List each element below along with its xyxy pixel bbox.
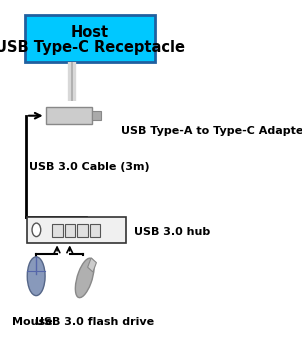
Text: USB 3.0 flash drive: USB 3.0 flash drive [35,318,154,327]
FancyBboxPatch shape [46,107,92,124]
FancyBboxPatch shape [52,224,63,237]
Text: USB 3.0 hub: USB 3.0 hub [134,227,210,237]
Text: USB 3.0 Cable (3m): USB 3.0 Cable (3m) [29,162,150,172]
Bar [88,258,96,272]
Text: USB Type-C Receptacle: USB Type-C Receptacle [0,40,185,55]
Ellipse shape [76,258,94,298]
Ellipse shape [27,257,45,295]
FancyBboxPatch shape [25,15,156,62]
FancyBboxPatch shape [92,111,101,120]
FancyBboxPatch shape [27,217,126,242]
Text: USB Type-A to Type-C Adapter: USB Type-A to Type-C Adapter [120,126,302,136]
Text: Mouse: Mouse [12,318,53,327]
FancyBboxPatch shape [90,224,100,237]
Text: Host: Host [71,25,109,40]
Circle shape [32,223,41,237]
FancyBboxPatch shape [65,224,75,237]
FancyBboxPatch shape [77,224,88,237]
